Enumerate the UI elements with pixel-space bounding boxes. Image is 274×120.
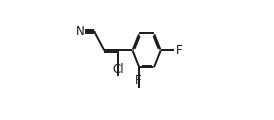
Text: F: F	[135, 74, 141, 87]
Text: F: F	[175, 44, 182, 57]
Text: Cl: Cl	[112, 63, 124, 76]
Text: N: N	[76, 25, 85, 38]
